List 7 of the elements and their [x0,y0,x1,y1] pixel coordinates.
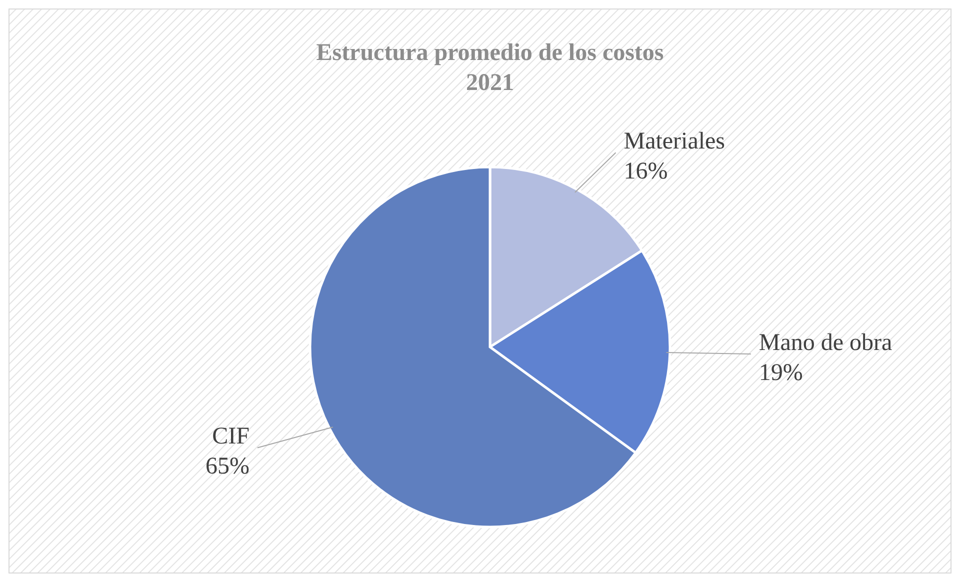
data-label: 19% [758,360,803,386]
data-label: 65% [205,454,250,480]
data-label: 16% [624,158,668,185]
chart-title: Estructura promedio de los costos 2021 [316,40,664,96]
slice-label: CIF [212,424,250,450]
slice-label: Mano de obra [758,330,893,356]
slice-label: Materiales [624,128,726,155]
